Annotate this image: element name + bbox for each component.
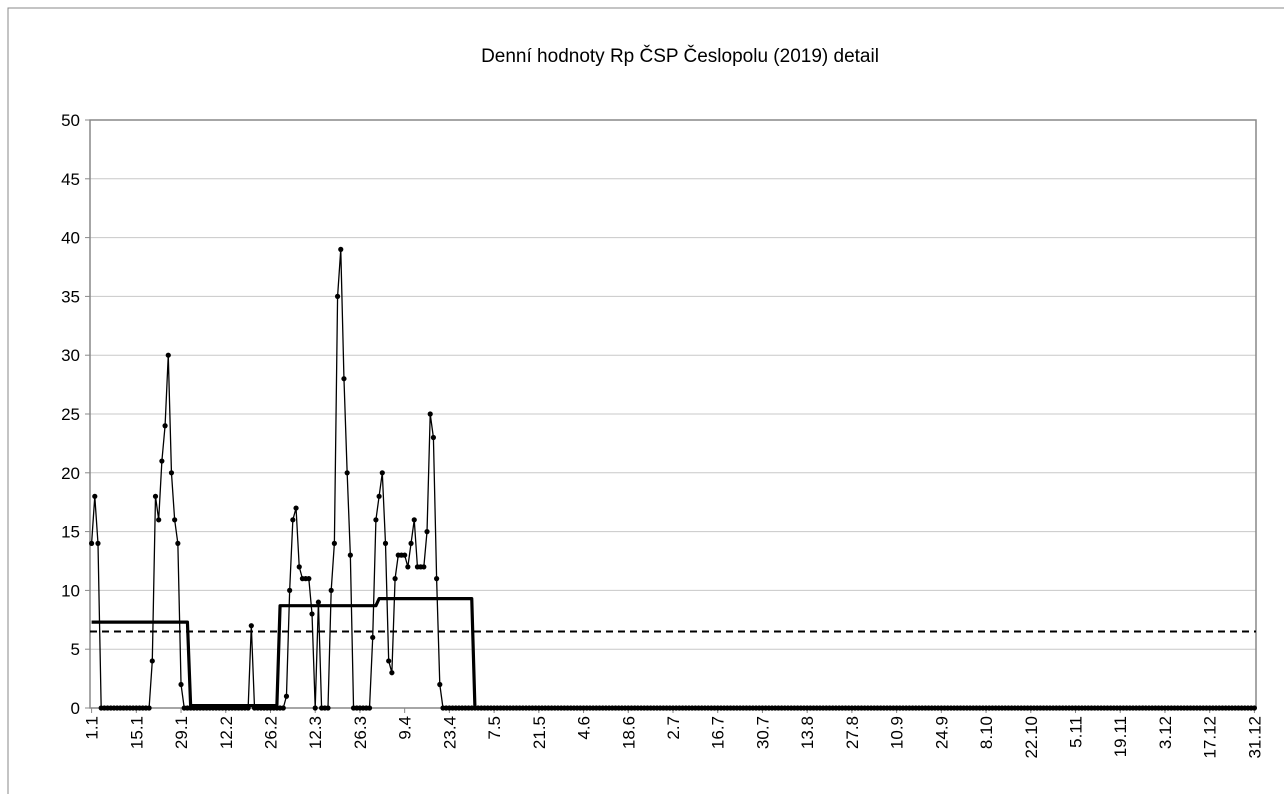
point: [280, 705, 286, 711]
point: [88, 540, 95, 546]
x-tick-label: 10.9: [888, 716, 907, 749]
x-tick-label: 21.5: [530, 716, 549, 749]
chart-border: [7, 7, 1284, 794]
point: [344, 470, 350, 476]
x-tick-label: 18.6: [619, 716, 638, 749]
point: [175, 540, 181, 546]
point: [149, 658, 155, 664]
point: [168, 470, 175, 476]
point: [338, 246, 344, 252]
point: [287, 587, 293, 594]
point: [165, 352, 171, 358]
x-tick-label: 16.7: [709, 716, 728, 749]
y-tick-label: 0: [71, 699, 80, 718]
point: [178, 681, 184, 688]
point: [146, 705, 152, 711]
point: [245, 705, 251, 711]
point: [373, 517, 379, 523]
x-tick-label: 1.1: [83, 716, 102, 740]
point: [389, 670, 395, 676]
y-tick-label: 20: [61, 464, 80, 483]
point: [328, 587, 334, 594]
x-tick-label: 22.10: [1022, 716, 1041, 759]
point: [370, 634, 376, 641]
point: [386, 658, 392, 664]
point: [283, 693, 290, 699]
point: [306, 576, 312, 582]
x-tick-label: 12.3: [306, 716, 325, 749]
point: [427, 411, 433, 417]
point: [156, 517, 162, 523]
point: [437, 681, 443, 688]
y-tick-label: 45: [61, 170, 80, 189]
x-tick-label: 9.4: [396, 716, 415, 740]
point: [411, 517, 417, 523]
point: [430, 434, 437, 441]
x-tick-label: 3.12: [1156, 716, 1175, 749]
x-tick-label: 13.8: [798, 716, 817, 749]
x-tick-label: 30.7: [753, 716, 772, 749]
point: [248, 623, 254, 629]
point: [347, 552, 353, 558]
point: [290, 517, 296, 523]
y-tick-label: 15: [61, 523, 80, 542]
x-tick-label: 5.11: [1067, 716, 1086, 748]
x-tick-label: 2.7: [664, 716, 683, 740]
point: [312, 705, 318, 711]
point: [152, 493, 159, 499]
x-tick-label: 23.4: [440, 716, 459, 749]
point: [366, 705, 373, 711]
point: [92, 493, 98, 499]
point: [95, 540, 101, 546]
point: [331, 540, 337, 546]
x-tick-label: 4.6: [575, 716, 594, 740]
y-tick-label: 40: [61, 229, 80, 248]
point: [325, 705, 331, 711]
point: [421, 564, 427, 570]
point: [1251, 705, 1258, 711]
x-tick-label: 19.11: [1111, 716, 1130, 757]
y-tick-label: 10: [61, 581, 80, 600]
point: [296, 564, 302, 570]
x-tick-label: 29.1: [172, 716, 191, 749]
x-tick-label: 12.2: [217, 716, 236, 749]
point: [408, 540, 414, 546]
x-tick-label: 24.9: [932, 716, 951, 749]
point: [402, 552, 408, 558]
point: [172, 517, 178, 523]
point: [334, 293, 341, 299]
point: [434, 576, 440, 582]
point: [392, 576, 398, 582]
point: [379, 470, 385, 476]
point: [382, 540, 389, 546]
point: [162, 423, 168, 429]
y-tick-label: 35: [61, 287, 80, 306]
y-tick-label: 5: [71, 640, 80, 659]
x-tick-label: 15.1: [127, 716, 146, 749]
x-tick-label: 8.10: [977, 716, 996, 749]
point: [309, 611, 315, 617]
point: [159, 458, 165, 464]
point: [376, 493, 382, 499]
x-tick-label: 7.5: [485, 716, 504, 740]
x-tick-label: 26.3: [351, 716, 370, 749]
y-tick-label: 30: [61, 346, 80, 365]
point: [405, 564, 411, 570]
x-tick-label: 26.2: [261, 716, 280, 749]
point: [315, 599, 322, 605]
x-tick-label: 17.12: [1201, 716, 1220, 759]
point: [341, 376, 347, 382]
point: [424, 529, 430, 535]
chart-title: Denní hodnoty Rp ČSP Česlopolu (2019) de…: [481, 45, 879, 67]
x-tick-label: 27.8: [843, 716, 862, 749]
y-tick-label: 25: [61, 405, 80, 424]
x-tick-label: 31.12: [1245, 716, 1264, 759]
point: [293, 505, 299, 511]
y-tick-label: 50: [61, 111, 80, 130]
